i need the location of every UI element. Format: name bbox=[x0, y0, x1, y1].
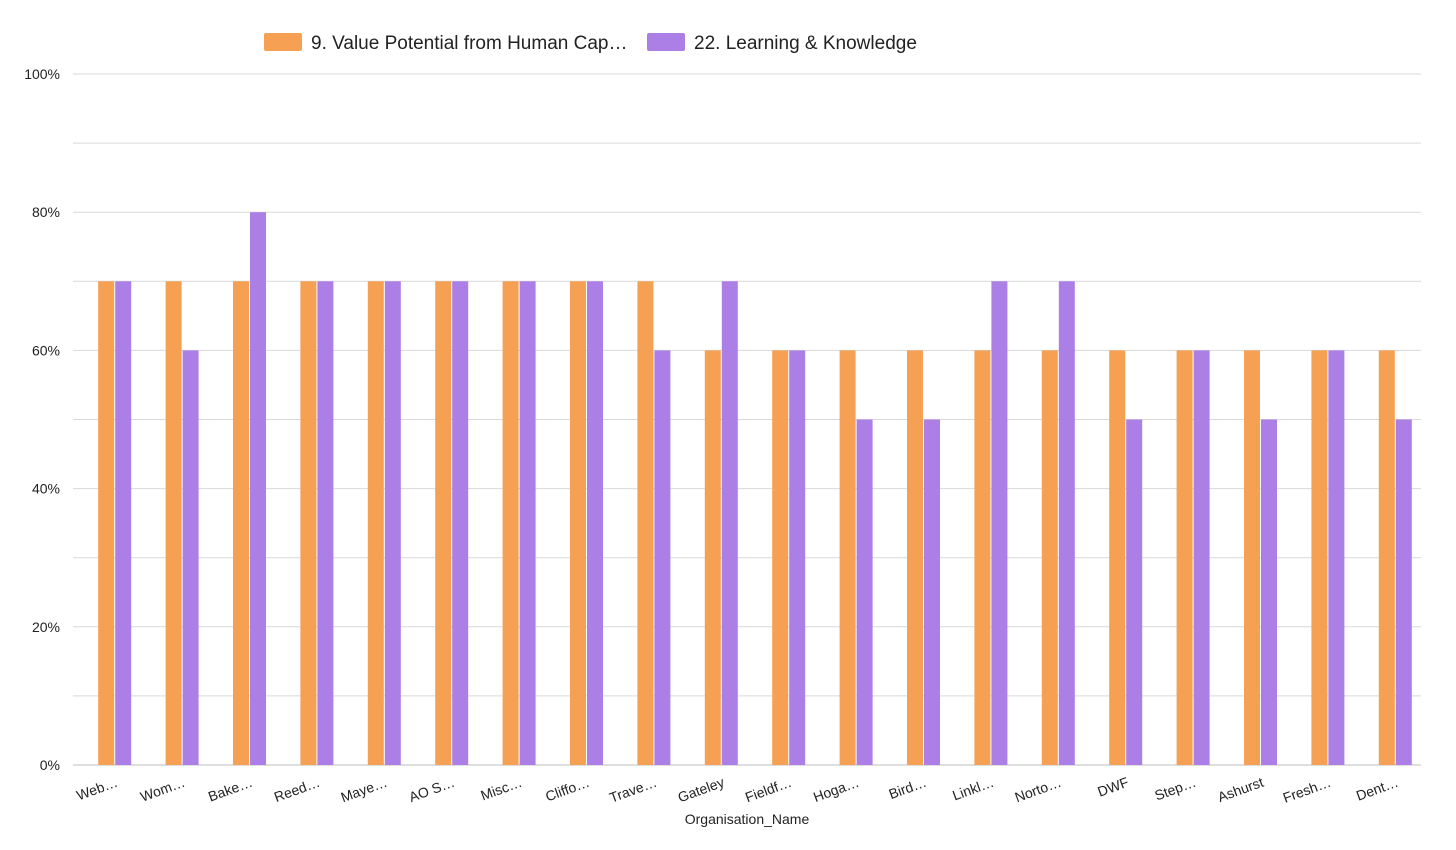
x-tick-label: Reed… bbox=[272, 774, 322, 805]
x-tick-label: Trave… bbox=[607, 774, 659, 806]
x-tick-label: Bird… bbox=[886, 774, 928, 802]
bar-1-16[interactable] bbox=[1176, 350, 1193, 765]
legend-label-series-2[interactable]: 22. Learning & Knowledge bbox=[694, 33, 917, 54]
bar-2-6[interactable] bbox=[519, 281, 536, 765]
bar-1-12[interactable] bbox=[907, 350, 923, 765]
x-tick-label: Step… bbox=[1152, 774, 1198, 804]
y-tick-label: 0% bbox=[40, 757, 60, 773]
bar-1-15[interactable] bbox=[1109, 350, 1126, 765]
bar-2-18[interactable] bbox=[1328, 350, 1345, 765]
y-tick-label: 40% bbox=[32, 481, 60, 497]
bar-1-9[interactable] bbox=[704, 350, 721, 765]
x-tick-label: Maye… bbox=[339, 774, 390, 806]
x-axis-ticks: Web… Wom… Bake… Reed… Maye… AO S… Misc… Cliffo…… bbox=[74, 774, 1400, 806]
y-tick-label: 20% bbox=[32, 619, 60, 635]
x-tick-label: Wom… bbox=[138, 774, 187, 805]
bar-2-14[interactable] bbox=[1058, 281, 1075, 765]
bar-2-13[interactable] bbox=[991, 281, 1008, 765]
bar-1-18[interactable] bbox=[1311, 350, 1328, 765]
x-tick-label: DWF bbox=[1095, 774, 1130, 800]
bar-2-5[interactable] bbox=[452, 281, 469, 765]
bar-1-10[interactable] bbox=[772, 350, 789, 765]
x-tick-label: Web… bbox=[74, 774, 119, 804]
bar-1-14[interactable] bbox=[1041, 350, 1058, 765]
x-axis-label: Organisation_Name bbox=[685, 811, 810, 827]
legend[interactable]: 9. Value Potential from Human Cap… 22. L… bbox=[264, 33, 917, 54]
bar-2-2[interactable] bbox=[250, 212, 266, 765]
y-tick-label: 100% bbox=[24, 66, 60, 82]
legend-swatch-series-1[interactable] bbox=[264, 33, 302, 51]
bar-2-10[interactable] bbox=[789, 350, 806, 765]
legend-swatch-series-2[interactable] bbox=[647, 33, 685, 51]
bar-1-3[interactable] bbox=[300, 281, 317, 765]
bar-1-17[interactable] bbox=[1244, 350, 1260, 765]
x-tick-label: Fieldf… bbox=[743, 774, 794, 806]
gridlines bbox=[73, 73, 1421, 766]
bar-2-9[interactable] bbox=[721, 281, 738, 765]
bar-2-4[interactable] bbox=[384, 281, 401, 765]
bar-1-5[interactable] bbox=[435, 281, 452, 765]
bar-2-11[interactable] bbox=[856, 419, 873, 766]
bar-1-13[interactable] bbox=[974, 350, 991, 765]
bar-2-19[interactable] bbox=[1395, 419, 1412, 766]
bar-2-3[interactable] bbox=[317, 281, 334, 765]
x-tick-label: Linkl… bbox=[950, 774, 996, 804]
bar-1-0[interactable] bbox=[98, 281, 115, 765]
bar-2-17[interactable] bbox=[1261, 419, 1277, 766]
bar-1-1[interactable] bbox=[165, 281, 182, 765]
bar-1-4[interactable] bbox=[367, 281, 384, 765]
legend-label-series-1[interactable]: 9. Value Potential from Human Cap… bbox=[311, 33, 627, 54]
bar-2-7[interactable] bbox=[587, 281, 603, 765]
bar-1-2[interactable] bbox=[233, 281, 249, 765]
bars bbox=[98, 212, 1412, 765]
y-tick-label: 60% bbox=[32, 342, 60, 358]
x-tick-label: Fresh… bbox=[1281, 774, 1333, 806]
bar-1-11[interactable] bbox=[839, 350, 856, 765]
x-tick-label: Norto… bbox=[1013, 774, 1064, 806]
bar-2-0[interactable] bbox=[115, 281, 132, 765]
x-tick-label: Ashurst bbox=[1215, 774, 1265, 805]
bar-1-7[interactable] bbox=[570, 281, 586, 765]
bar-2-8[interactable] bbox=[654, 350, 671, 765]
bar-2-12[interactable] bbox=[924, 419, 940, 766]
x-tick-label: Hoga… bbox=[811, 774, 861, 805]
x-tick-label: Dent… bbox=[1354, 774, 1400, 804]
x-tick-label: Cliffo… bbox=[543, 774, 591, 805]
bar-1-6[interactable] bbox=[502, 281, 519, 765]
x-tick-label: AO S… bbox=[407, 774, 457, 805]
bar-2-15[interactable] bbox=[1126, 419, 1143, 766]
bar-2-1[interactable] bbox=[182, 350, 199, 765]
x-tick-label: Bake… bbox=[206, 774, 255, 805]
x-tick-label: Gateley bbox=[676, 774, 727, 806]
y-tick-label: 80% bbox=[32, 204, 60, 220]
bar-1-19[interactable] bbox=[1378, 350, 1395, 765]
x-tick-label: Misc… bbox=[478, 774, 524, 804]
bar-2-16[interactable] bbox=[1193, 350, 1210, 765]
bar-1-8[interactable] bbox=[637, 281, 654, 765]
y-axis-ticks: 0% 20% 40% 60% 80% 100% bbox=[24, 66, 60, 773]
